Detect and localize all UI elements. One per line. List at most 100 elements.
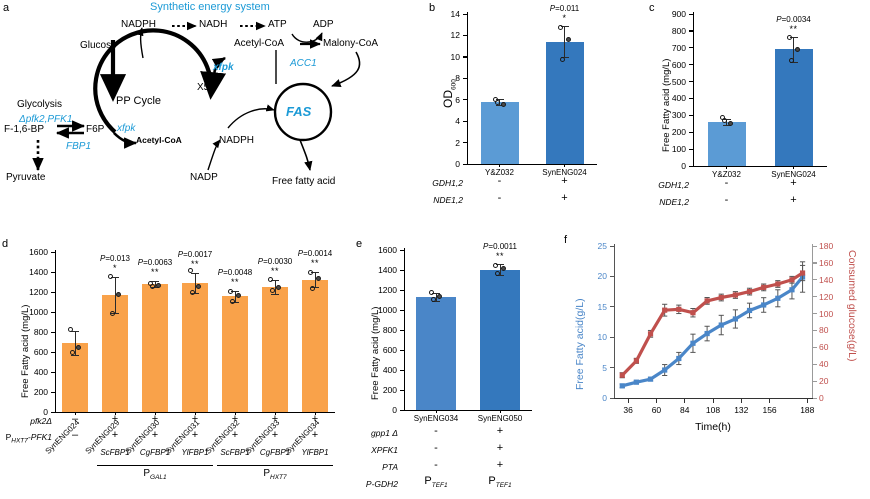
- error-bar: [194, 273, 196, 293]
- error-bar: [74, 331, 76, 355]
- data-point: [196, 284, 201, 289]
- y-tick-label: 1400: [378, 265, 397, 275]
- series-marker: [704, 330, 710, 337]
- x-tick-label: 156: [762, 405, 777, 415]
- y-tick-right: [813, 329, 817, 332]
- series-marker: [789, 277, 795, 283]
- y-tick: [689, 165, 693, 167]
- bar[interactable]: [222, 296, 248, 412]
- significance-stars: **: [789, 24, 798, 35]
- series-marker: [761, 302, 767, 308]
- error-cap-bottom: [151, 286, 159, 288]
- bar[interactable]: [480, 101, 519, 164]
- data-point: [70, 349, 75, 355]
- bar[interactable]: [416, 297, 456, 410]
- series-marker: [718, 322, 724, 328]
- y-tick: [689, 148, 693, 150]
- bar[interactable]: [102, 294, 128, 412]
- error-cap-top: [722, 118, 731, 120]
- data-point: [308, 270, 313, 276]
- gene-row-value: +: [231, 413, 239, 425]
- panel-a-diagram-svg: [32, 21, 361, 172]
- y-tick-right-label: 0: [819, 393, 824, 403]
- series-marker: [761, 284, 767, 290]
- data-point: [236, 293, 241, 299]
- node-f16bp: F-1,6-BP: [4, 124, 45, 135]
- p-value-label: P=0.0030: [257, 256, 293, 266]
- y-axis-title: Free Fatty acid (mg/L): [370, 306, 381, 400]
- gene-row-value: ScFBP1: [220, 448, 250, 457]
- error-bar: [499, 264, 501, 275]
- y-tick-right: [813, 397, 817, 399]
- error-cap-bottom: [495, 104, 504, 106]
- gene-row-value: +: [231, 429, 239, 441]
- y-tick-right-label: 40: [819, 359, 829, 370]
- p-value-label: P=0.0034: [776, 15, 811, 25]
- error-cap-bottom: [432, 301, 440, 303]
- y-tick-label: 14: [450, 9, 460, 19]
- bar[interactable]: [182, 283, 208, 412]
- p-value-label: P=0.0048: [217, 267, 253, 277]
- gene-row-value: +: [496, 442, 504, 454]
- error-cap-top: [71, 331, 79, 332]
- y-tick: [51, 251, 55, 253]
- data-point: [188, 267, 193, 273]
- panel-e-label: e: [356, 238, 363, 250]
- y-tick: [689, 131, 693, 133]
- error-bar: [793, 37, 794, 62]
- p-value-label: P=0.013: [99, 253, 131, 263]
- data-point: [786, 34, 792, 40]
- node-glucose: Glucose: [80, 40, 117, 51]
- y-tick-left-label: 25: [597, 241, 607, 251]
- node-pyruvate: Pyruvate: [6, 172, 46, 183]
- node-malonyl-coa: Malony-CoA: [323, 38, 379, 49]
- bar[interactable]: [774, 49, 813, 166]
- bar[interactable]: [480, 269, 520, 410]
- gene-row-value: +: [151, 429, 159, 441]
- x-tick-label: 60: [651, 405, 662, 415]
- gene-row-value: +: [111, 413, 119, 425]
- gene-row-value: +: [311, 429, 319, 441]
- y-tick: [400, 389, 404, 391]
- y-tick-right: [813, 346, 817, 349]
- x-tick: [627, 399, 629, 403]
- node-xfpk-top: xfpk: [213, 62, 234, 73]
- y-tick-label: 1200: [378, 285, 397, 295]
- y-tick-right-label: 100: [819, 308, 834, 319]
- y-tick: [463, 77, 467, 79]
- error-cap-top: [231, 290, 239, 292]
- group-label: PGAL1: [143, 468, 167, 481]
- node-fbp1: FBP1: [66, 141, 92, 152]
- error-cap-bottom: [560, 57, 569, 59]
- bar[interactable]: [302, 279, 328, 412]
- y-tick-label: 200: [671, 127, 686, 138]
- error-cap-top: [311, 272, 319, 273]
- series-marker: [746, 307, 753, 314]
- data-point: [494, 99, 500, 105]
- data-point: [190, 289, 195, 295]
- node-xfpk-mid: xfpk: [117, 123, 136, 134]
- y-tick-right-label: 180: [819, 241, 834, 251]
- significance-stars: **: [190, 259, 199, 269]
- x-tick-label: 108: [705, 405, 721, 415]
- y-tick-label: 1200: [29, 287, 48, 297]
- y-tick: [689, 81, 693, 83]
- bar[interactable]: [545, 41, 584, 164]
- bar[interactable]: [262, 286, 288, 412]
- series-marker: [662, 367, 668, 373]
- bar[interactable]: [142, 283, 168, 412]
- gene-row-value: +: [496, 459, 504, 471]
- group-underline: [97, 465, 213, 467]
- y-tick-label: 300: [671, 110, 686, 121]
- y-tick-label: 1000: [378, 305, 397, 315]
- bar[interactable]: [707, 121, 746, 166]
- y-tick: [51, 351, 55, 353]
- gene-row-label: gpp1 Δ: [371, 428, 398, 438]
- data-point: [276, 285, 281, 291]
- y-tick: [400, 349, 404, 351]
- data-point: [557, 24, 563, 30]
- gene-row-label: PTA: [382, 462, 398, 472]
- y-tick-label: 400: [33, 367, 48, 377]
- data-point: [116, 292, 121, 298]
- data-point: [270, 288, 275, 294]
